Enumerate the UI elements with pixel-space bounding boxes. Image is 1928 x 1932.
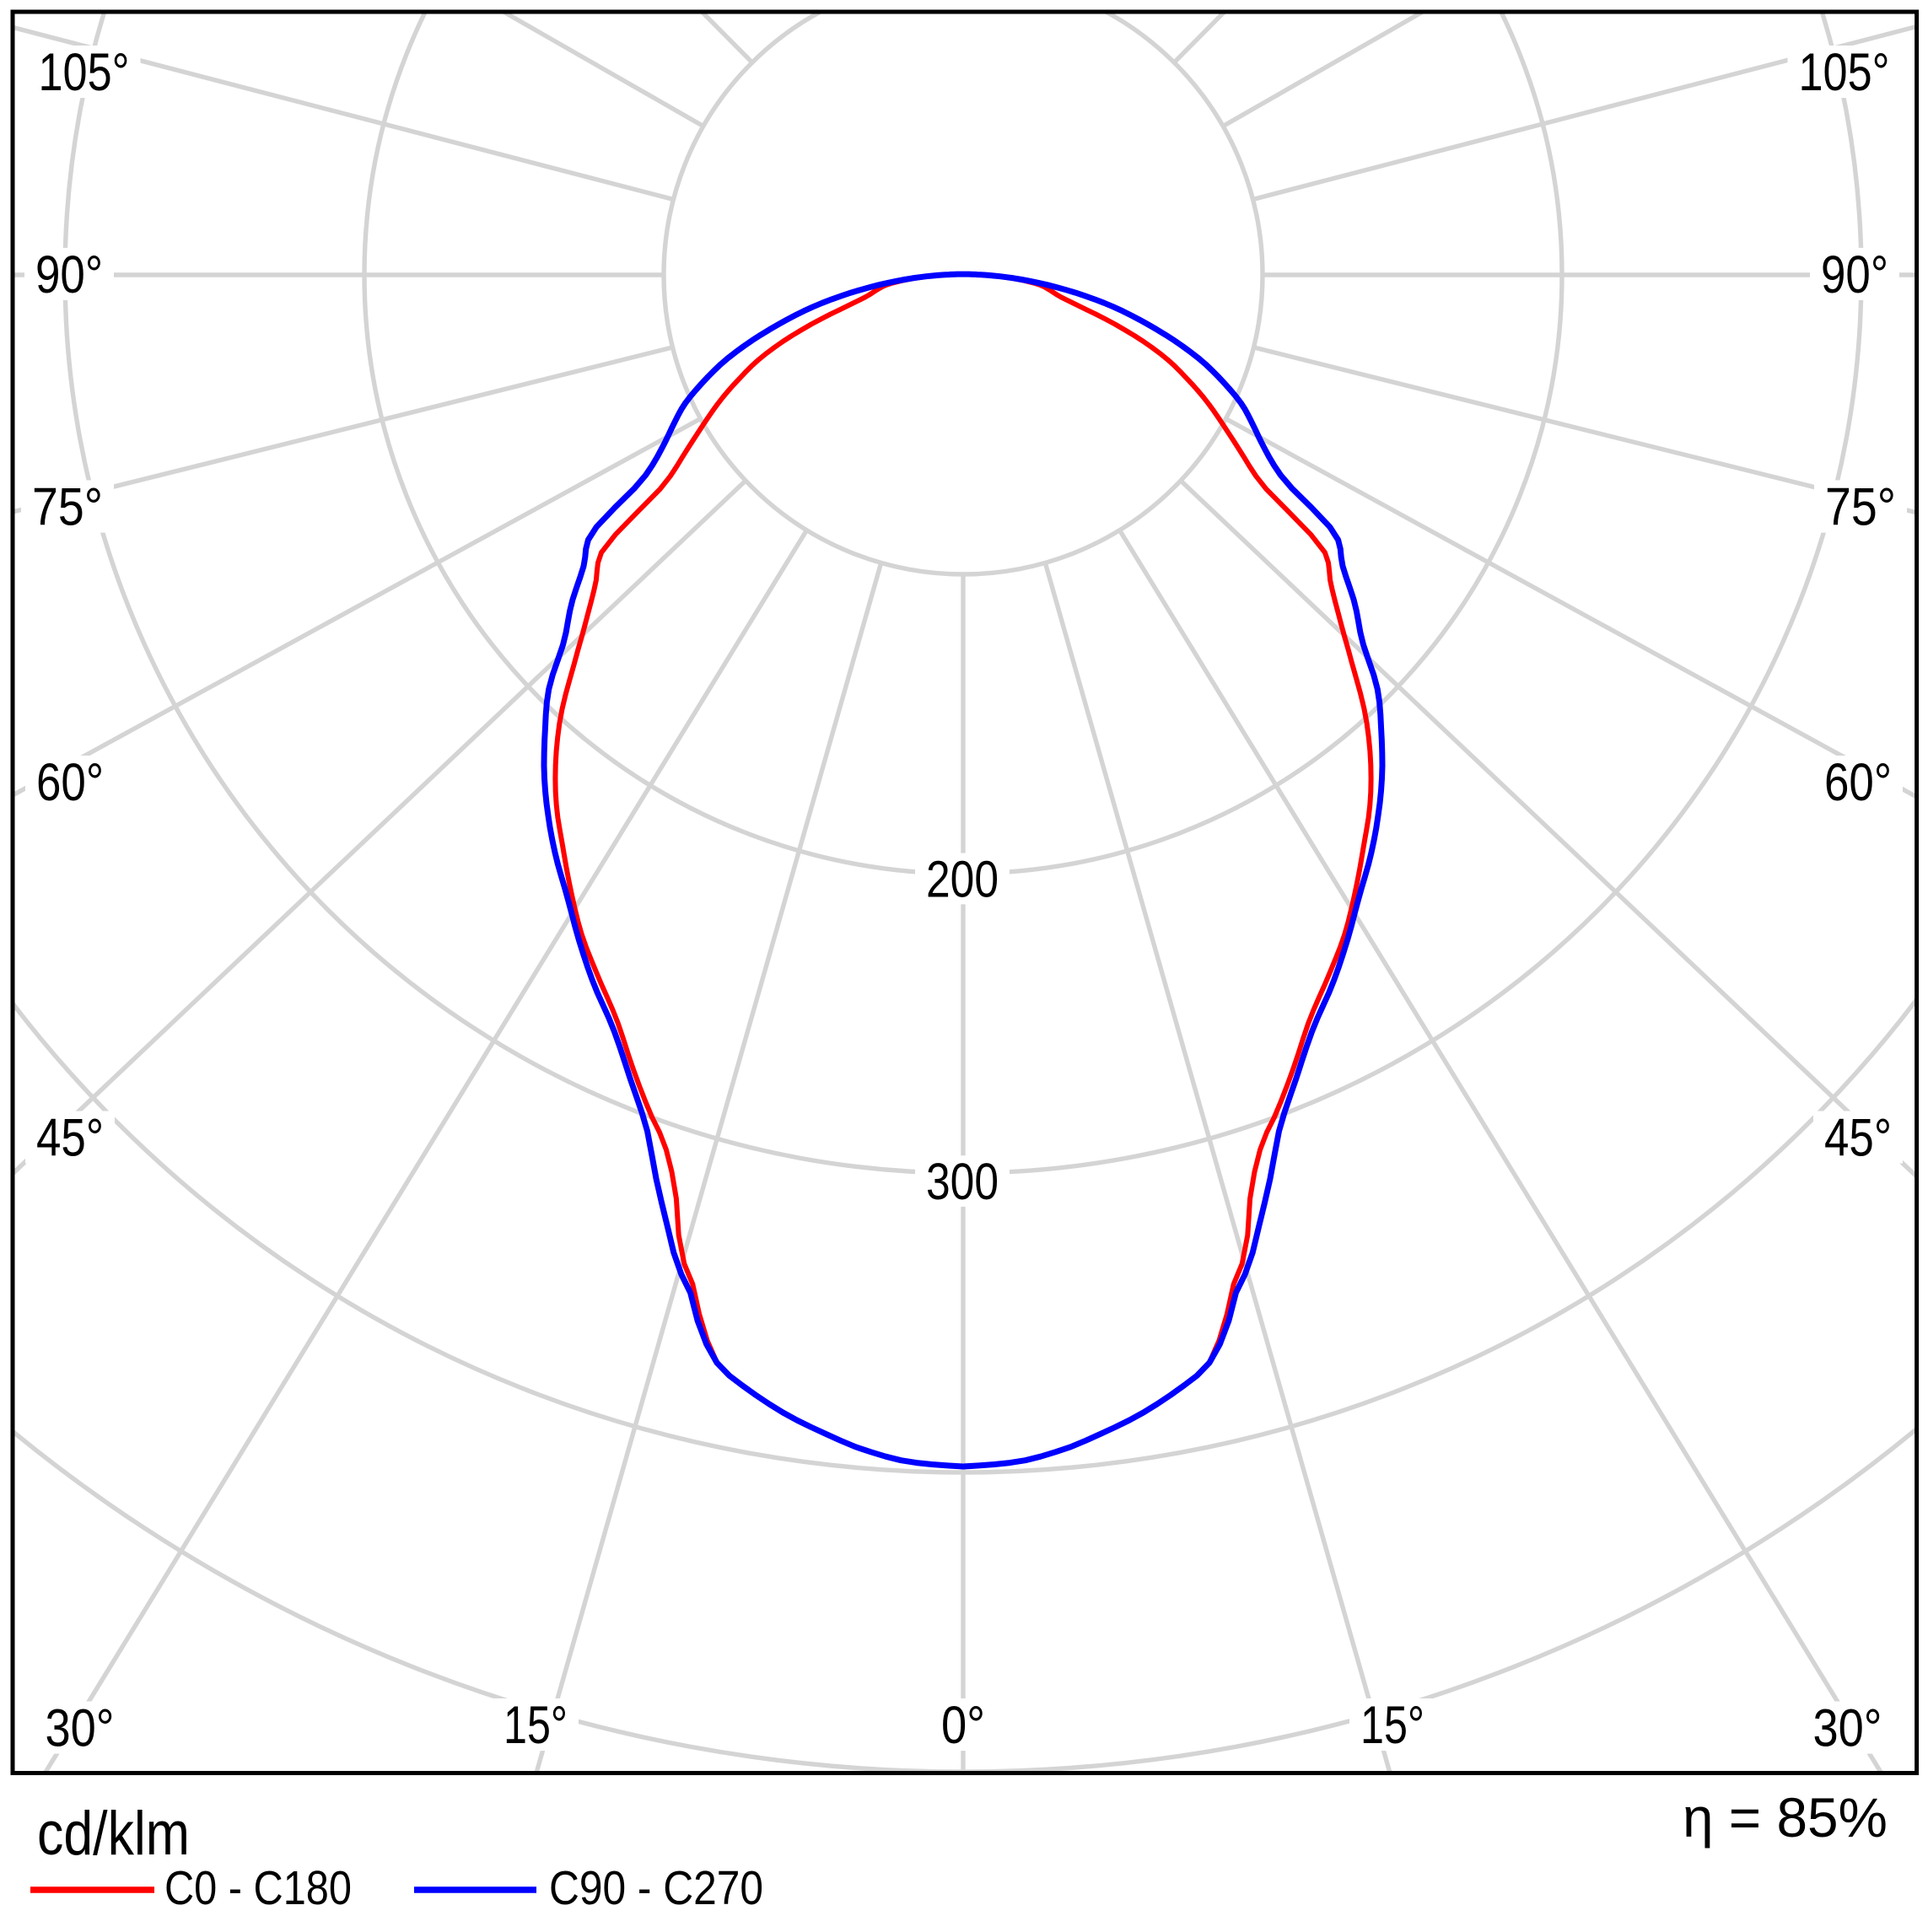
svg-text:75°: 75° [32,478,103,537]
svg-text:30°: 30° [46,1699,115,1758]
svg-text:105°: 105° [1799,43,1890,102]
svg-text:45°: 45° [36,1109,104,1168]
svg-text:90°: 90° [1821,245,1888,304]
svg-text:45°: 45° [1824,1109,1892,1168]
svg-text:60°: 60° [36,753,104,812]
svg-text:105°: 105° [39,43,130,102]
svg-text:30°: 30° [1813,1699,1882,1758]
svg-text:0°: 0° [941,1696,985,1755]
svg-text:300: 300 [926,1153,999,1210]
svg-text:cd/klm: cd/klm [37,1800,190,1868]
svg-text:60°: 60° [1824,753,1892,812]
svg-text:C90 - C270: C90 - C270 [549,1861,763,1915]
svg-text:90°: 90° [35,245,103,304]
svg-text:C0 - C180: C0 - C180 [164,1861,352,1915]
svg-text:75°: 75° [1825,478,1896,537]
svg-text:15°: 15° [1360,1696,1424,1755]
svg-text:η = 85%: η = 85% [1683,1786,1888,1849]
svg-text:15°: 15° [504,1696,568,1755]
svg-text:200: 200 [926,850,999,907]
